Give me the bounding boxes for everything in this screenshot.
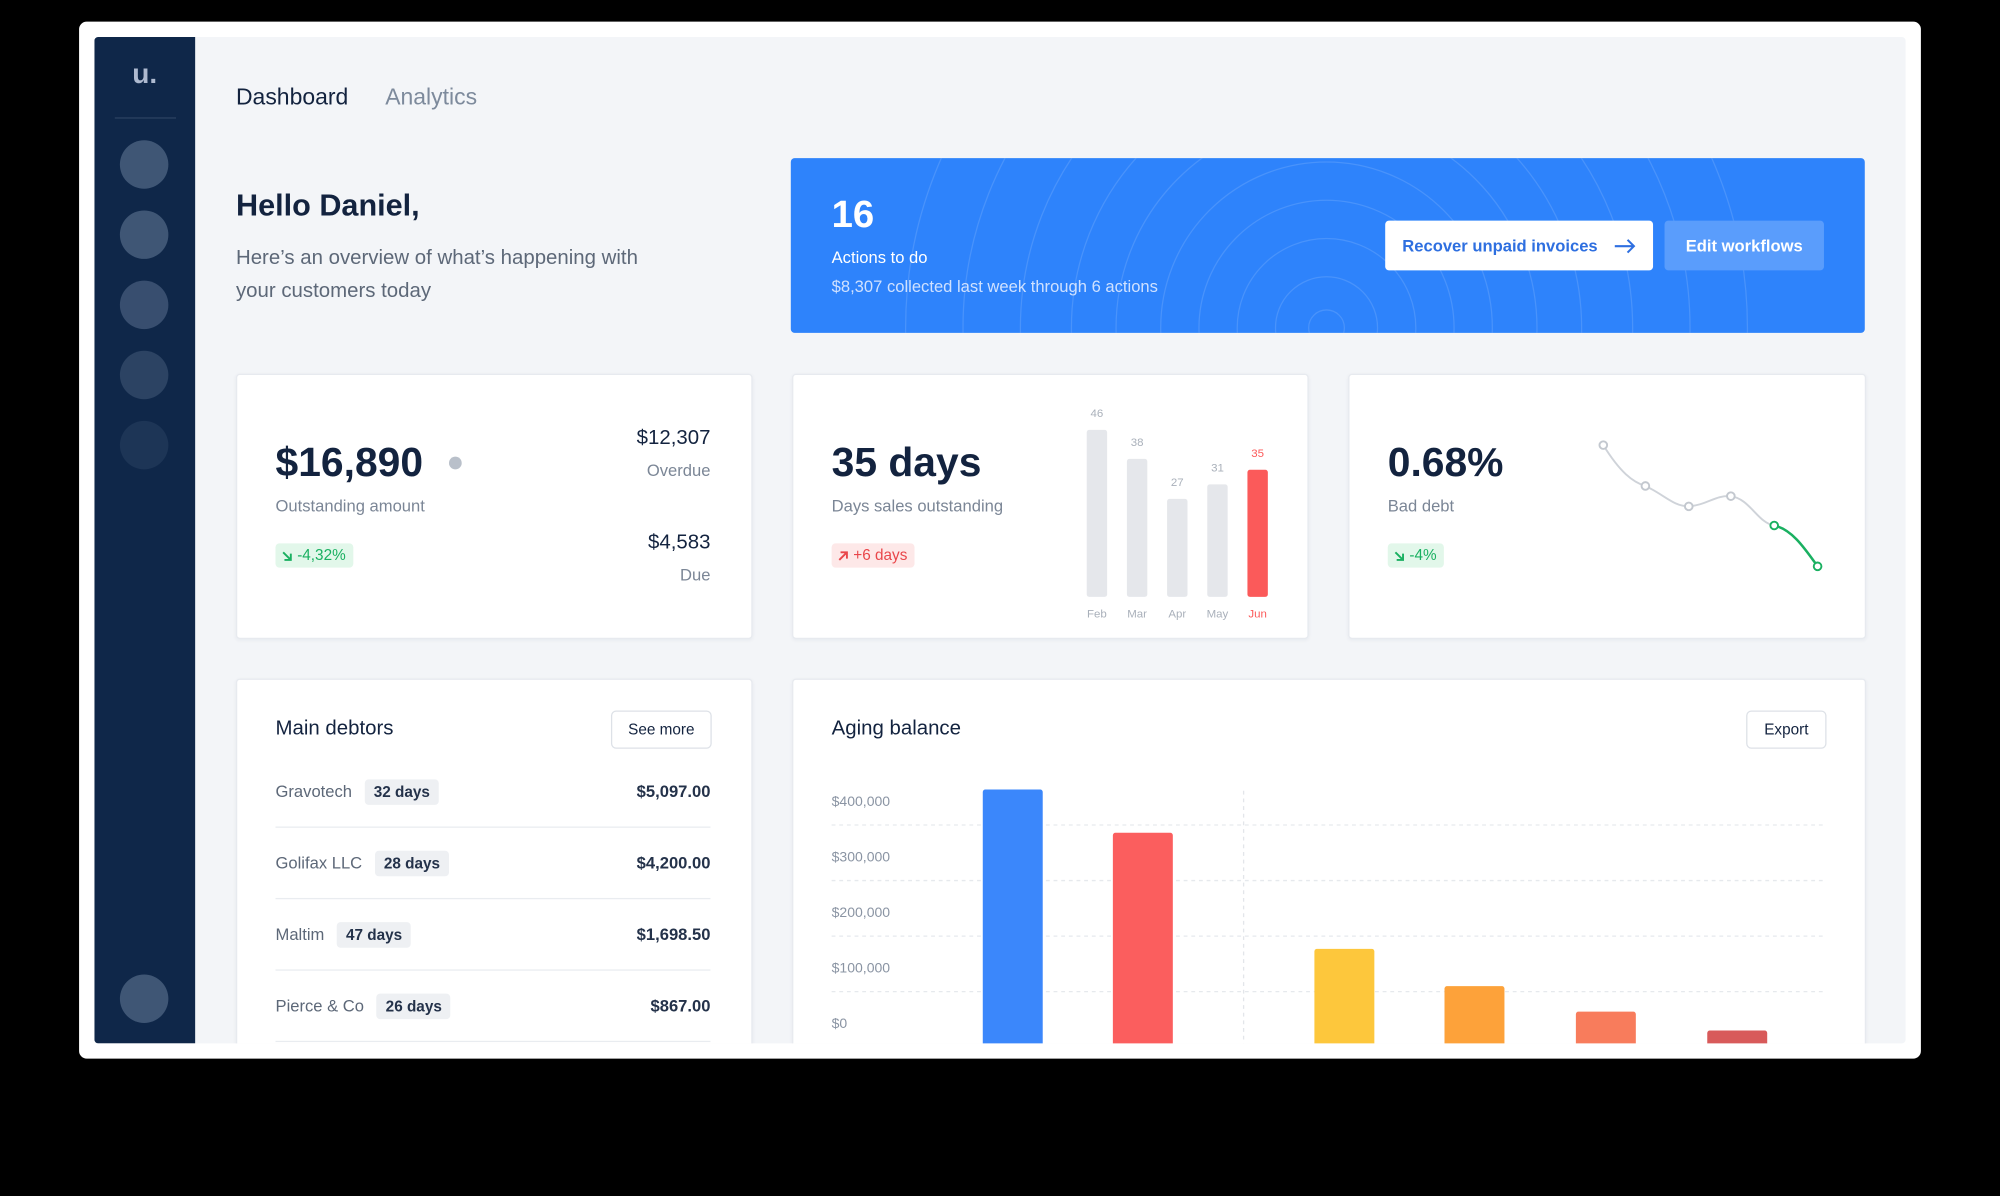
value-label: 38 <box>1131 437 1144 449</box>
app: u. Dashboard Analytics Hello Daniel, Her… <box>94 36 1906 1044</box>
nav-icon[interactable] <box>119 140 169 189</box>
debtor-row: Maltim 47 days $1,698.50 <box>275 899 711 971</box>
due-amount: $4,583 <box>648 531 711 554</box>
debtor-amount: $4,200.00 <box>636 853 711 873</box>
divider <box>114 117 177 119</box>
change-value: +6 days <box>853 545 908 564</box>
change-badge: -4% <box>1387 543 1445 568</box>
nav-icon[interactable] <box>119 350 169 400</box>
dso-value: 35 days <box>831 438 982 485</box>
greeting-text: Here’s an overview of what’s happening w… <box>235 247 638 303</box>
bar <box>1707 1030 1768 1044</box>
outstanding-card <box>235 373 753 640</box>
x-tick-label: Jun <box>1248 608 1266 620</box>
actions-banner: 16 Actions to do $8,307 collected last w… <box>790 158 1865 333</box>
value-label: 35 <box>1251 448 1264 460</box>
bar <box>1444 986 1505 1044</box>
y-tick-label: $200,000 <box>832 904 891 920</box>
sparkline <box>1602 444 1775 527</box>
banner-pattern <box>905 158 1748 333</box>
dso-label: Days sales outstanding <box>831 496 1004 516</box>
bar <box>1207 484 1228 597</box>
export-button[interactable]: Export <box>1746 710 1827 749</box>
actions-label: Actions to do <box>831 247 928 267</box>
greeting-title: Hello Daniel, <box>235 188 420 224</box>
x-tick-label: Feb <box>1087 608 1107 620</box>
debtor-days: 47 days <box>337 921 412 948</box>
aging-title: Aging balance <box>831 718 961 740</box>
bad-debt-value: 0.68% <box>1387 438 1504 485</box>
tab[interactable]: Analytics <box>385 84 478 110</box>
actions-count: 16 <box>831 193 875 236</box>
debtor-name: Golifax LLC <box>275 853 363 873</box>
up-arrow <box>838 550 848 560</box>
outstanding-label: Outstanding amount <box>275 496 425 516</box>
y-tick-label: $100,000 <box>832 960 891 976</box>
bar <box>1086 429 1108 597</box>
bar <box>1167 498 1188 597</box>
debtor-days: 26 days <box>376 992 451 1019</box>
x-tick-label: Apr <box>1168 608 1186 620</box>
bar <box>982 789 1043 1044</box>
see-more-button[interactable]: See more <box>610 710 712 749</box>
debtor-row: Gravotech 32 days $5,097.00 <box>275 756 711 828</box>
value-label: 31 <box>1211 463 1224 475</box>
debtor-name: Maltim <box>275 924 325 944</box>
debtor-row: Pierce & Co 26 days $867.00 <box>275 971 711 1043</box>
tab-active[interactable]: Dashboard <box>235 84 349 110</box>
debtor-amount: $867.00 <box>650 996 711 1016</box>
x-tick-label: Mar <box>1127 608 1147 620</box>
bad-debt-label: Bad debt <box>1387 496 1455 516</box>
actions-note: $8,307 collected last week through 6 act… <box>831 276 1158 296</box>
info-icon[interactable] <box>448 456 462 470</box>
y-tick-label: $0 <box>832 1015 848 1031</box>
change-badge: -4,32% <box>275 543 354 568</box>
y-tick-label: $300,000 <box>832 848 891 864</box>
down-arrow <box>1394 550 1405 561</box>
debtor-name: Pierce & Co <box>275 996 364 1016</box>
bad-debt-card <box>1348 373 1867 640</box>
button-label: Recover unpaid invoices <box>1402 235 1598 256</box>
sparkline-highlight <box>1773 524 1819 568</box>
debtor-days: 28 days <box>374 850 449 876</box>
value-label: 27 <box>1171 477 1184 489</box>
debtor-name: Gravotech <box>275 781 353 802</box>
x-tick-label: May <box>1207 608 1229 620</box>
avatar[interactable] <box>119 974 169 1023</box>
recover-button[interactable]: Recover unpaid invoices <box>1385 220 1654 271</box>
edit-workflows-button[interactable]: Edit workflows <box>1664 220 1824 271</box>
charts-layer: 46 Feb 38 Mar 27 Apr 31 May 35 Jun $0 $100,000 $200,… <box>832 408 1824 1044</box>
sparkline-points <box>1598 440 1736 512</box>
change-badge: +6 days <box>831 543 916 568</box>
outstanding-amount: $16,890 <box>275 438 424 485</box>
bar <box>1575 1011 1636 1044</box>
sparkline-point <box>1812 561 1823 572</box>
bar <box>1247 469 1268 597</box>
value-label: 46 <box>1091 408 1104 420</box>
nav-icon[interactable] <box>119 420 169 470</box>
overdue-label: Overdue <box>646 460 711 480</box>
y-tick-label: $400,000 <box>832 793 891 809</box>
debtor-row: Golifax LLC 28 days $4,200.00 <box>275 828 711 900</box>
down-arrow <box>282 550 292 561</box>
app-content: u. Dashboard Analytics Hello Daniel, Her… <box>94 36 1905 1044</box>
debtor-amount: $5,097.00 <box>636 781 711 802</box>
due-label: Due <box>680 565 711 585</box>
nav-icon[interactable] <box>119 280 169 330</box>
change-value: -4% <box>1409 545 1437 564</box>
debtor-amount: $1,698.50 <box>636 924 711 944</box>
sparkline-point <box>1769 520 1780 531</box>
nav-icon[interactable] <box>119 210 169 259</box>
bar <box>1126 458 1148 597</box>
change-value: -4,32% <box>297 545 346 564</box>
logo[interactable]: u. <box>132 57 158 90</box>
arrow-icon <box>1614 238 1635 253</box>
sidebar <box>94 36 196 1044</box>
debtors-title: Main debtors <box>275 718 394 740</box>
overdue-amount: $12,307 <box>636 427 711 449</box>
bar <box>1314 948 1375 1044</box>
debtor-days: 32 days <box>364 778 439 805</box>
bar <box>1112 832 1173 1044</box>
